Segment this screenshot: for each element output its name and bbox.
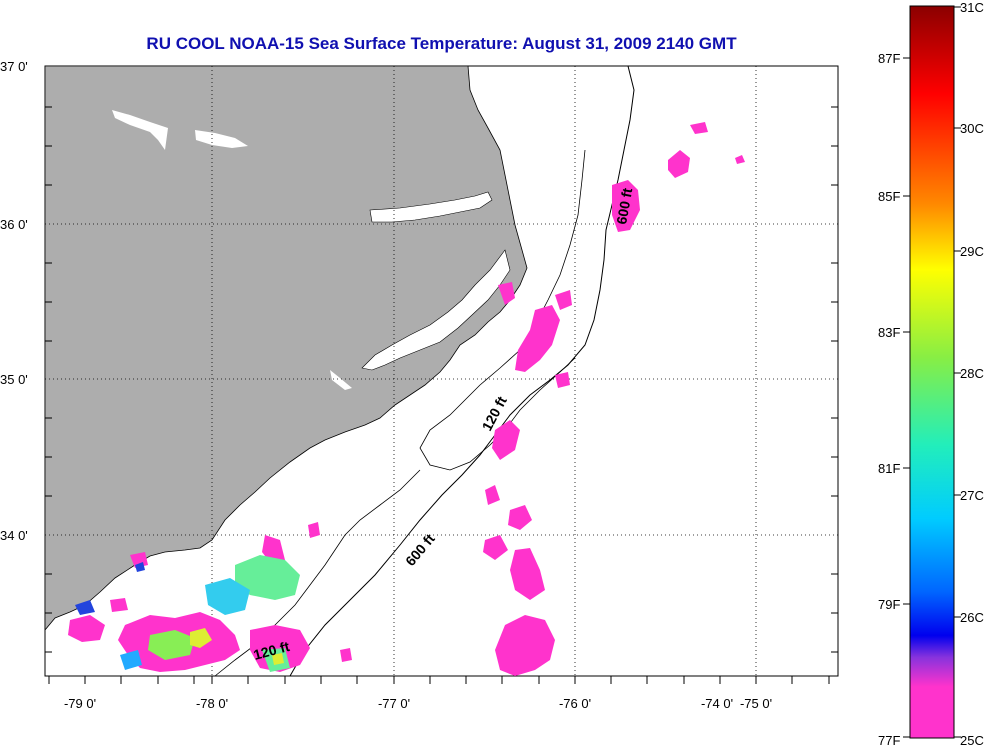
lat-label-34: 34 0' — [0, 528, 28, 543]
contour-label-600-north: 600 ft — [613, 186, 635, 225]
lat-label-36: 36 0' — [0, 217, 28, 232]
cb-label-25c: 25C — [960, 733, 984, 748]
colorbar-ticks — [903, 6, 961, 738]
inland-lake-1 — [195, 130, 248, 148]
lon-label-78: -78 0' — [195, 696, 229, 711]
graticule — [45, 66, 838, 676]
cb-label-87f: 87F — [878, 51, 901, 66]
cb-label-79f: 79F — [878, 597, 901, 612]
lon-label-79: -79 0' — [63, 696, 97, 711]
lat-label-37: 37 0' — [0, 59, 28, 74]
pamlico-sound — [361, 249, 511, 371]
cb-label-31c: 31C — [960, 0, 984, 15]
map-title: RU COOL NOAA-15 Sea Surface Temperature:… — [146, 34, 737, 53]
albemarle-sound — [369, 191, 493, 223]
cb-label-28c: 28C — [960, 366, 984, 381]
lon-label-76: -76 0' — [558, 696, 592, 711]
cb-label-85f: 85F — [878, 189, 901, 204]
sst-patches-offshore — [308, 122, 745, 676]
colorbar — [909, 5, 955, 739]
lon-label-77: -77 0' — [377, 696, 411, 711]
cb-label-27c: 27C — [960, 488, 984, 503]
lat-label-35: 35 0' — [0, 372, 28, 387]
cb-label-26c: 26C — [960, 610, 984, 625]
cb-label-81f: 81F — [878, 461, 901, 476]
sst-patches-southwest — [68, 535, 310, 672]
lon-label-74: -74 0' — [700, 696, 734, 711]
cb-label-83f: 83F — [878, 325, 901, 340]
lon-label-75: -75 0' — [739, 696, 773, 711]
frame-ticks — [45, 106, 838, 684]
cb-label-77f: 77F — [878, 733, 901, 748]
cb-label-29c: 29C — [960, 244, 984, 259]
cb-label-30c: 30C — [960, 121, 984, 136]
inland-lake-2 — [112, 110, 168, 150]
inland-lake-3 — [330, 370, 352, 390]
